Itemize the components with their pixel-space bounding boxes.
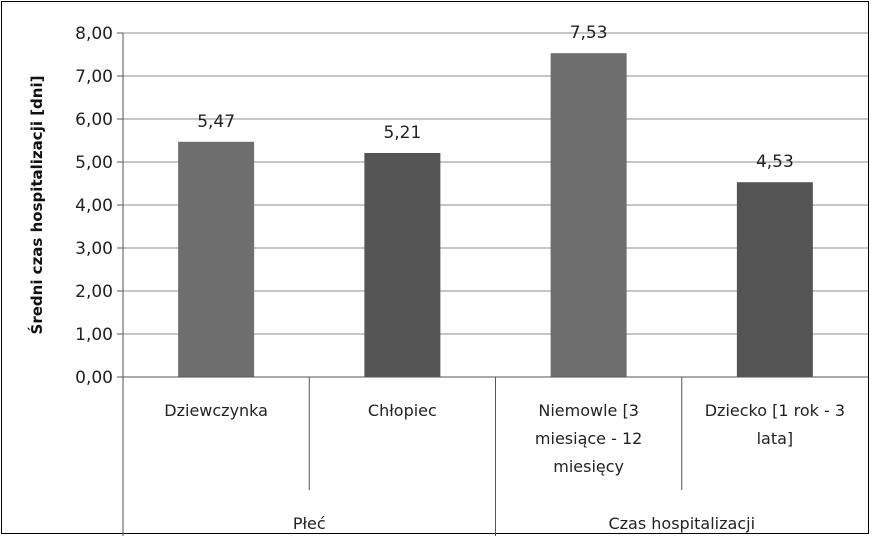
category-label: Niemowle [3 [538,401,639,420]
y-tick-label: 1,00 [75,325,113,345]
y-tick-label: 4,00 [75,196,113,216]
y-tick-label: 2,00 [75,282,113,302]
group-label: Czas hospitalizacji [608,514,755,533]
category-label: Chłopiec [368,401,437,420]
y-axis-label: Średni czas hospitalizacji [dni] [27,76,46,335]
y-axis-ticks: 0,00 1,00 2,00 3,00 4,00 5,00 6,00 7,00 8,00 [75,24,123,388]
group-labels: Płeć Czas hospitalizacji [293,514,755,533]
y-tick-label: 3,00 [75,239,113,259]
bar [550,53,627,378]
bar [364,152,441,377]
y-tick-label: 0,00 [75,368,113,388]
bars [178,53,813,378]
axes [122,33,868,536]
data-label: 5,47 [197,112,235,132]
category-label: Dziewczynka [164,401,268,420]
category-label: miesięcy [553,457,624,476]
y-tick-label: 7,00 [75,67,113,87]
group-label: Płeć [293,514,326,533]
data-label: 5,21 [383,123,421,143]
y-tick-label: 5,00 [75,153,113,173]
bar [736,182,813,377]
y-tick-label: 8,00 [75,24,113,44]
data-label: 4,53 [756,152,794,172]
category-label: lata] [757,429,794,448]
bar [178,141,255,377]
category-label: Dziecko [1 rok - 3 [705,401,845,420]
data-label: 7,53 [570,23,608,43]
data-labels: 5,47 5,21 7,53 4,53 [197,23,794,172]
category-label: miesiące - 12 [535,429,642,448]
category-labels: Dziewczynka Chłopiec Niemowle [3 miesiące -… [164,401,845,476]
y-tick-label: 6,00 [75,110,113,130]
